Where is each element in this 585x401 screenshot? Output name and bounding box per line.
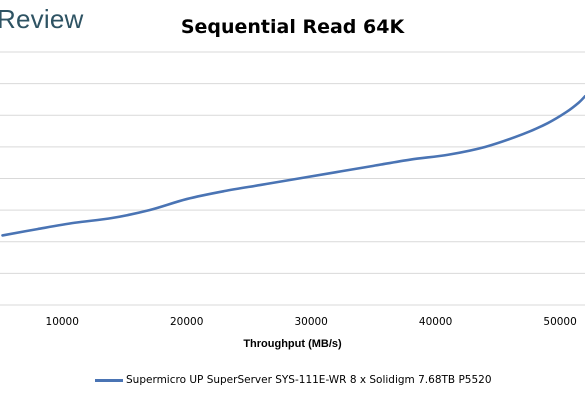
x-tick-label: 50000 [543, 316, 576, 328]
legend-swatch [95, 378, 123, 382]
x-tick-label: 30000 [294, 316, 327, 328]
x-tick-label: 40000 [419, 316, 452, 328]
legend-label: Supermicro UP SuperServer SYS-111E-WR 8 … [126, 374, 492, 386]
x-tick-label: 20000 [170, 316, 203, 328]
grid-lines [0, 51, 585, 306]
x-axis-label: Throughput (MB/s) [243, 338, 342, 350]
series-line [1, 94, 585, 237]
chart-title: Sequential Read 64K [180, 16, 405, 38]
review-logo: Review [0, 4, 84, 34]
legend: Supermicro UP SuperServer SYS-111E-WR 8 … [95, 374, 492, 386]
series-lines [1, 94, 585, 237]
x-tick-labels: 10000 20000 30000 40000 50000 [46, 316, 577, 328]
x-tick-label: 10000 [46, 316, 79, 328]
